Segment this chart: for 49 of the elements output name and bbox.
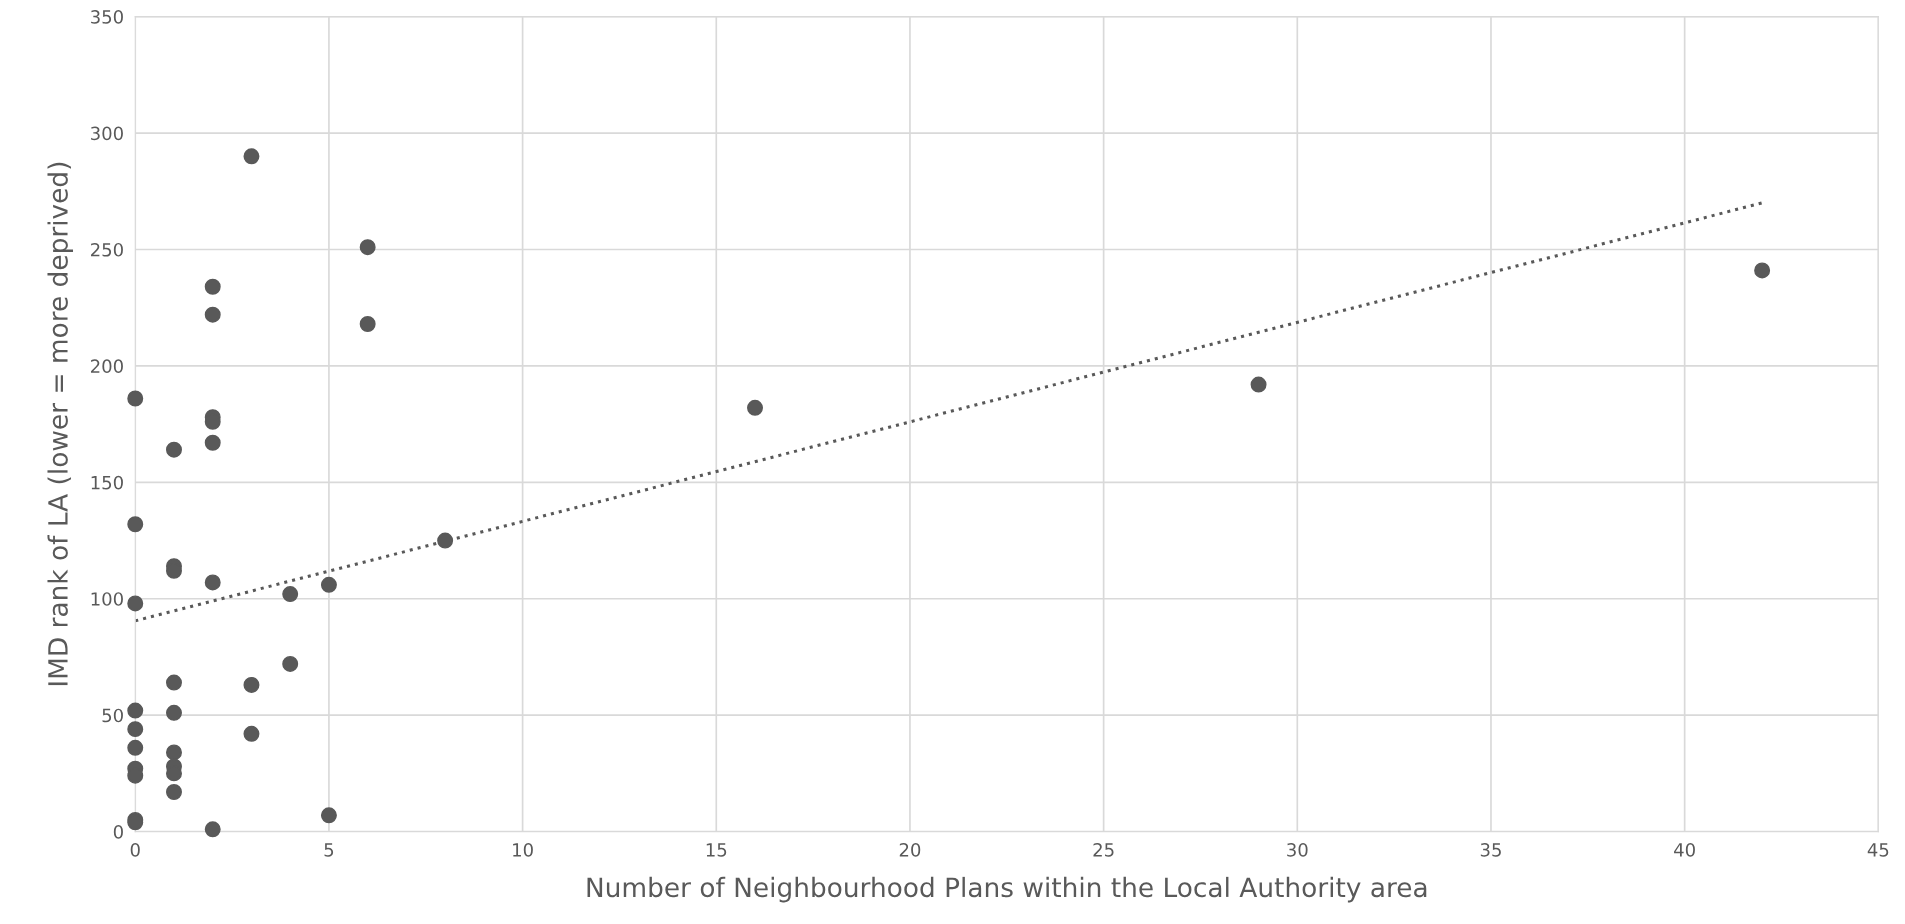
point <box>204 278 221 295</box>
y-tick-label: 150 <box>91 475 123 490</box>
x-tick-label: 40 <box>1674 843 1695 857</box>
point <box>243 148 260 165</box>
point <box>1754 262 1771 279</box>
y-tick-label: 350 <box>91 10 123 24</box>
x-tick-label: 20 <box>899 843 921 857</box>
x-axis-title: Number of Neighbourhood Plans within the Local Authority area <box>587 876 1427 903</box>
point <box>747 399 763 416</box>
point <box>166 674 182 691</box>
point <box>359 316 376 332</box>
point <box>243 725 260 742</box>
point <box>127 390 144 407</box>
y-tick-label: 250 <box>91 242 123 257</box>
x-tick-label: 35 <box>1480 843 1501 857</box>
point <box>166 744 182 761</box>
point <box>282 586 299 603</box>
y-tick-label: 0 <box>113 825 123 839</box>
point <box>204 306 221 323</box>
point <box>166 441 182 458</box>
point <box>282 655 299 672</box>
x-tick-label: 30 <box>1287 843 1308 857</box>
point <box>127 516 144 533</box>
x-tick-label: 0 <box>130 843 140 857</box>
y-tick-label: 100 <box>91 592 123 606</box>
point <box>166 784 182 800</box>
y-axis-title: IMD rank of LA (lower = more deprived) <box>47 162 74 686</box>
y-tick-label: 50 <box>102 708 123 723</box>
point <box>127 702 144 719</box>
point <box>127 595 144 612</box>
x-tick-label: 25 <box>1093 843 1114 857</box>
point <box>127 721 144 738</box>
point <box>204 434 221 451</box>
y-tick-label: 200 <box>91 359 123 374</box>
point <box>320 807 337 824</box>
x-tick-label: 5 <box>324 843 334 857</box>
point <box>204 574 221 591</box>
point <box>243 676 260 693</box>
y-tick-label: 300 <box>91 126 123 141</box>
point <box>1250 376 1267 393</box>
point <box>437 532 454 549</box>
point <box>204 821 221 838</box>
x-tick-label: 45 <box>1867 843 1889 857</box>
point <box>166 704 182 721</box>
x-tick-label: 15 <box>706 843 727 857</box>
point <box>127 739 144 756</box>
point <box>320 576 337 593</box>
x-tick-label: 10 <box>513 843 533 857</box>
point <box>359 239 376 256</box>
